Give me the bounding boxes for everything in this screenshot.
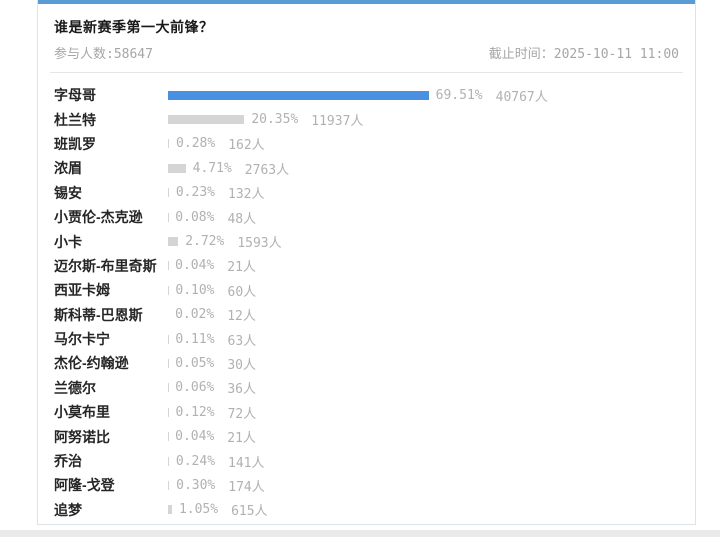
option-result-bar [168,115,245,125]
option-name: 乔治 [54,453,82,470]
option-name: 锡安 [54,184,82,201]
option-count: 63人 [227,333,257,349]
option-percent: 69.51% [435,87,483,103]
option-name: 小卡 [54,233,82,250]
poll-meta-row: 参与人数:58647 截止时间：2025-10-11 11:00 [54,46,679,64]
option-percent: 0.06% [175,380,215,396]
option-name: 杰伦-约翰逊 [54,355,129,372]
option-name: 阿努诺比 [54,428,110,445]
option-percent: 20.35% [251,112,299,128]
option-result-bar [168,163,186,173]
poll-option-row: 兰德尔 0.06% 36人 [38,376,695,400]
poll-option-row: 小贾伦-杰克逊 0.08% 48人 [38,205,695,229]
option-result-bar [168,480,170,490]
option-result-bar [168,139,170,149]
option-count: 141人 [228,455,265,471]
option-name: 阿隆-戈登 [54,477,115,494]
option-count: 11937人 [311,114,364,130]
option-result-bar [168,188,169,198]
option-name: 小贾伦-杰克逊 [54,209,143,226]
option-percent: 0.23% [175,185,215,201]
option-name: 马尔卡宁 [54,331,110,348]
poll-option-row: 浓眉 4.71% 2763人 [38,156,695,180]
poll-option-row: 阿隆-戈登 0.30% 174人 [38,473,695,497]
option-percent: 0.11% [175,331,215,347]
poll-option-row: 斯科蒂-巴恩斯 0.02% 12人 [38,303,695,327]
deadline-time: 截止时间：2025-10-11 11:00 [488,47,679,62]
option-count: 174人 [228,479,265,495]
option-name: 兰德尔 [54,379,96,396]
poll-option-row: 追梦 1.05% 615人 [38,498,695,522]
option-name: 杜兰特 [54,111,96,128]
option-percent: 0.28% [176,136,216,152]
option-name: 小莫布里 [54,404,110,421]
option-count: 132人 [228,187,265,203]
panel-top-accent-bar [38,0,695,4]
option-count: 1593人 [237,236,282,252]
poll-option-row: 锡安 0.23% 132人 [38,181,695,205]
option-percent: 4.71% [192,160,232,176]
option-percent: 0.24% [175,453,216,469]
poll-option-row: 乔治 0.24% 141人 [38,449,695,473]
header-divider [50,72,683,73]
poll-option-row: 杜兰特 20.35% 11937人 [38,107,695,131]
poll-list: 字母哥 69.51% 40767人 杜兰特 20.35% 11937人 班凯罗 … [38,73,695,522]
option-name: 迈尔斯-布里奇斯 [54,257,157,274]
poll-option-row: 班凯罗 0.28% 162人 [38,132,695,156]
option-name: 斯科蒂-巴恩斯 [54,306,143,323]
poll-header: 谁是新赛季第一大前锋？ 参与人数:58647 截止时间：2025-10-11 1… [38,4,695,64]
option-count: 30人 [227,357,256,373]
option-percent: 0.12% [175,404,215,420]
poll-title: 谁是新赛季第一大前锋？ [54,19,214,35]
option-name: 西亚卡姆 [54,282,110,299]
poll-option-row: 小卡 2.72% 1593人 [38,229,695,253]
option-count: 72人 [227,406,257,422]
option-name: 字母哥 [54,87,96,104]
option-percent: 0.04% [175,429,215,445]
page-bottom-strip [0,530,720,537]
option-count: 36人 [227,382,257,398]
poll-option-row: 阿努诺比 0.04% 21人 [38,424,695,448]
participants-count: 参与人数:58647 [54,47,153,62]
option-name: 班凯罗 [54,135,96,152]
option-percent: 0.08% [175,209,215,225]
option-count: 2763人 [244,162,290,178]
option-percent: 0.10% [175,282,215,298]
poll-option-row: 西亚卡姆 0.10% 60人 [38,278,695,302]
poll-option-row: 马尔卡宁 0.11% 63人 [38,327,695,351]
option-percent: 0.05% [175,355,215,371]
option-name: 追梦 [54,501,82,518]
option-count: 40767人 [495,89,548,105]
option-result-bar [168,237,179,247]
poll-option-row: 迈尔斯-布里奇斯 0.04% 21人 [38,254,695,278]
option-count: 162人 [228,138,265,154]
option-result-bar [168,90,429,100]
poll-option-row: 字母哥 69.51% 40767人 [38,83,695,107]
option-percent: 1.05% [178,502,219,518]
option-count: 48人 [227,211,257,227]
option-percent: 0.04% [175,258,215,274]
option-name: 浓眉 [54,160,82,177]
option-result-bar [168,456,169,466]
poll-option-row: 小莫布里 0.12% 72人 [38,400,695,424]
option-count: 21人 [227,431,256,447]
option-percent: 0.02% [175,307,215,323]
option-count: 12人 [227,309,256,325]
option-result-bar [168,505,172,515]
poll-option-row: 杰伦-约翰逊 0.05% 30人 [38,351,695,375]
option-count: 615人 [231,504,268,520]
poll-panel: 谁是新赛季第一大前锋？ 参与人数:58647 截止时间：2025-10-11 1… [37,0,696,525]
option-percent: 2.72% [185,234,225,250]
option-count: 60人 [227,284,257,300]
option-count: 21人 [227,260,256,276]
option-percent: 0.30% [176,477,216,493]
